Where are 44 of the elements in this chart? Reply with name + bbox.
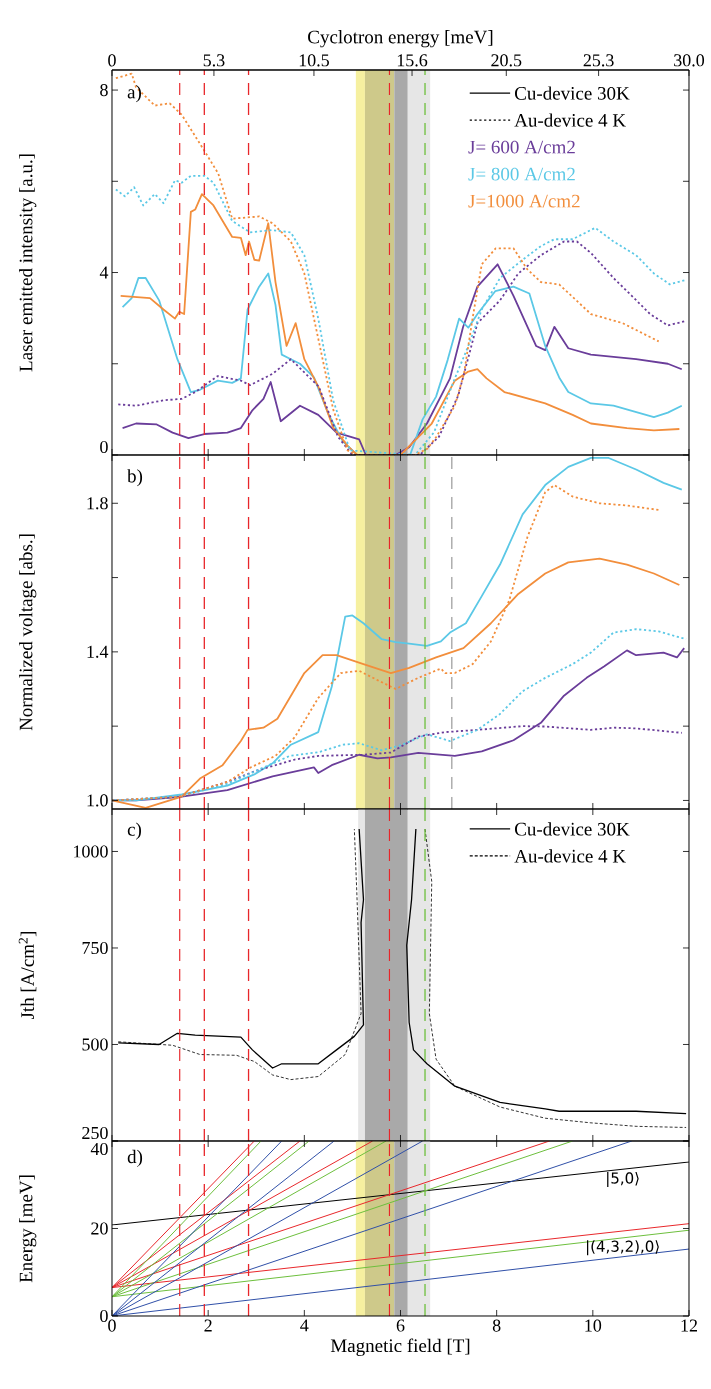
x-axis-title: Magnetic field [T] [330,1338,470,1357]
y-tick-label: 750 [82,941,108,955]
annotation: Au-device 4 K [514,849,626,863]
y-tick-label: 0 [100,440,108,454]
y-tick-label: 1000 [74,845,108,858]
x2-axis-title: Cyclotron energy [meV] [308,30,493,48]
y-tick-label: 20 [91,1222,108,1235]
y-tick-label: 1.8 [87,497,108,510]
annotation: |(4,3,2),0⟩ [586,1240,659,1256]
x2-tick-label: 20.5 [491,54,522,67]
y-axis-title: Normalized voltage [abs.] [19,534,37,731]
x-tick-label: 12 [681,1319,698,1332]
y-tick-label: 1.4 [87,645,109,658]
annotation: Cu-device 30K [515,86,630,100]
x-tick-label: 10 [585,1319,602,1332]
y-tick-label: 250 [82,1126,108,1140]
annotation: Cu-device 30K [515,822,630,836]
x-tick-label: 4 [300,1319,309,1332]
y-tick-label: 4 [99,266,109,279]
y-axis-title: Energy [meV] [19,1175,37,1283]
annotation: a) [127,85,141,103]
text: J= 800 A/cm2 [468,167,575,181]
x-tick-label: 6 [396,1319,405,1332]
annotation: d) [127,1149,143,1167]
x2-tick-label: 10.5 [299,54,329,67]
y-tick-label: 40 [90,1142,108,1156]
x-tick-label: 8 [492,1319,501,1332]
y-tick-label: 0 [100,1309,108,1323]
text: J= 600 A/cm2 [468,140,575,154]
y-tick-label: 500 [82,1038,108,1051]
y-axis-title: Jth [A/cm$^{2}$] [18,931,37,1020]
annotation: c) [127,822,141,840]
y-tick-label: 1.0 [87,794,108,807]
annotation: |5,0⟩ [607,1171,639,1187]
x2-tick-label: 15.6 [397,54,428,67]
x2-tick-label: 30.0 [674,54,705,67]
y-axis-title: Laser emitted intensity [a.u.] [19,154,37,372]
annotation: Au-device 4 K [514,113,626,127]
x2-tick-label: 5.3 [203,54,225,67]
x2-tick-label: 25.3 [583,54,614,67]
text: J=1000 A/cm2 [468,194,580,208]
y-tick-label: 8 [100,84,108,97]
x-tick-label: 2 [204,1319,212,1332]
annotation: b) [127,469,143,487]
